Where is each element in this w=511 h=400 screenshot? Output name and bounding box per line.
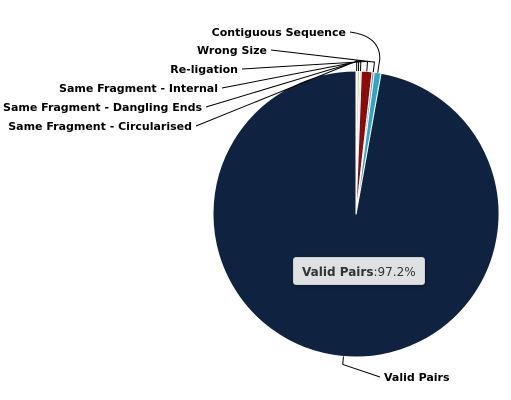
pie-slice-contiguous-sequence[interactable] [355,71,382,215]
pie-leader-lines [195,31,381,378]
slice-label-same-fragment-internal: Same Fragment - Internal [59,82,218,95]
pie-slices [212,70,500,358]
slice-label-wrong-size: Wrong Size [197,44,267,57]
tooltip-separator: : [373,265,378,279]
slice-label-same-fragment-circularised: Same Fragment - Circularised [8,120,192,133]
slice-label-same-fragment-dangling-ends: Same Fragment - Dangling Ends [3,101,202,114]
leader-line-re-ligation [241,60,369,72]
pie-labels: Valid Pairs Same Fragment - Circularised S… [3,26,450,384]
leader-line-valid-pairs [342,356,381,378]
leader-line-same-fragment-circularised [195,60,358,127]
slice-tooltip: Valid Pairs:97.2% [293,257,425,285]
leader-line-wrong-size [270,49,376,73]
slice-label-valid-pairs: Valid Pairs [384,371,450,384]
leader-line-same-fragment-internal [221,60,362,89]
slice-label-contiguous-sequence: Contiguous Sequence [212,26,346,39]
tooltip-series-name: Valid Pairs [302,265,374,279]
slice-label-re-ligation: Re-ligation [170,63,238,76]
leader-line-contiguous-sequence [349,31,381,73]
tooltip-value: 97.2% [377,265,416,279]
